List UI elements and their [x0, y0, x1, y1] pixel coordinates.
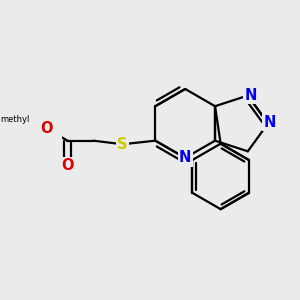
Text: S: S [117, 137, 128, 152]
Text: N: N [263, 115, 276, 130]
Text: N: N [244, 88, 257, 103]
Text: methyl: methyl [1, 115, 30, 124]
Text: O: O [40, 121, 53, 136]
Text: N: N [179, 150, 191, 165]
Text: O: O [61, 158, 74, 173]
